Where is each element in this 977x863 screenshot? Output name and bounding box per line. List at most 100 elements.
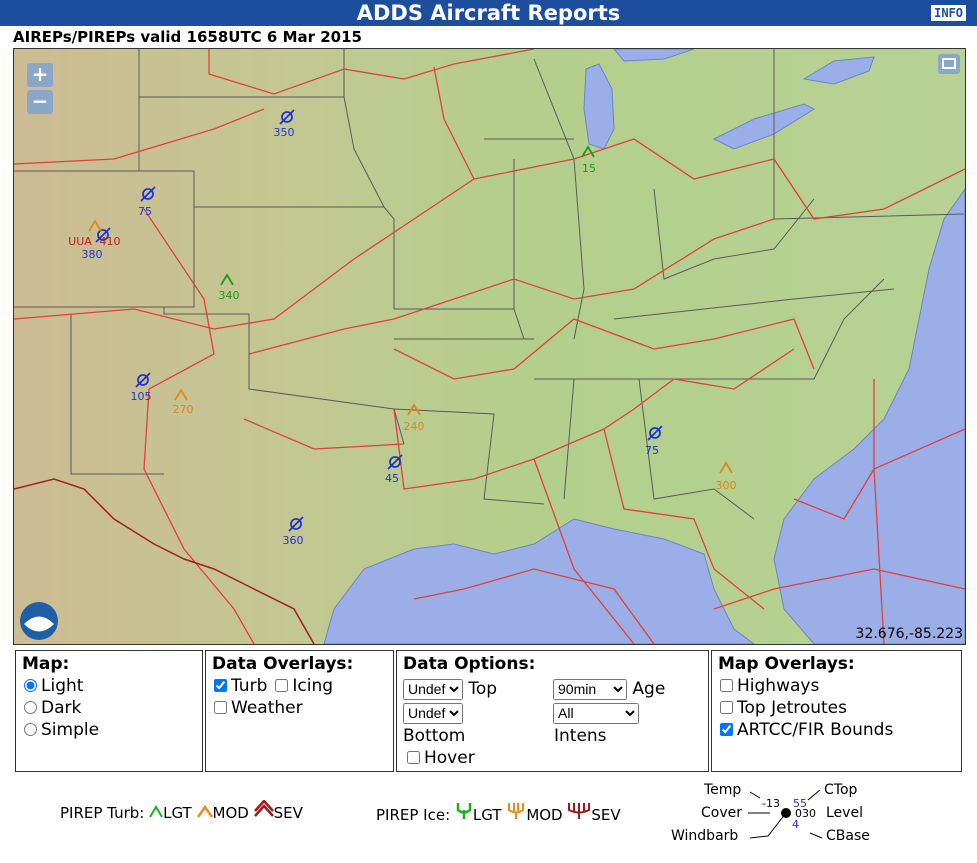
checkbox-label: Top Jetroutes <box>737 698 848 718</box>
page-title: ADDS Aircraft Reports <box>356 1 621 25</box>
overlay-options: Turb Icing Weather <box>212 675 387 719</box>
ice-symbol <box>137 374 149 386</box>
report-label: 410 <box>100 235 121 248</box>
checkbox[interactable] <box>214 679 227 692</box>
station-label: Windbarb <box>671 828 739 844</box>
label: Bottom <box>403 726 466 746</box>
checkbox-label: Icing <box>292 676 334 696</box>
ice-symbol <box>649 427 661 439</box>
station-value: 030 <box>795 807 816 820</box>
radio[interactable] <box>24 723 37 736</box>
icon <box>456 803 472 819</box>
ice-symbol-slash <box>647 425 663 441</box>
radio[interactable] <box>24 701 37 714</box>
checkbox[interactable] <box>720 723 733 736</box>
label: Intens <box>554 726 607 746</box>
report-label: 300 <box>716 479 737 492</box>
zoom-out[interactable]: − <box>27 90 53 114</box>
station-model <box>748 789 823 839</box>
ice-symbol <box>281 111 293 123</box>
bottom-select-row: Undef <box>403 702 463 724</box>
panel-title: Map Overlays: <box>718 654 855 674</box>
checkbox-label: Turb <box>231 676 268 696</box>
map-options: Light Dark Simple <box>22 675 196 741</box>
legend-level: MOD <box>212 804 249 822</box>
turb-symbol <box>407 403 421 416</box>
age-row: 90min Age <box>553 678 665 700</box>
coordinates: 32.676,-85.223 <box>855 626 963 642</box>
icon <box>253 799 274 817</box>
icon <box>568 803 591 819</box>
top-select[interactable]: Undef <box>403 678 463 700</box>
ice-symbol-slash <box>135 372 151 388</box>
intens-select[interactable]: All <box>553 702 639 724</box>
ice-symbol <box>97 229 109 241</box>
layer-switch[interactable] <box>938 54 960 74</box>
legend-label: PIREP Turb: <box>60 804 145 822</box>
turb-symbol <box>88 219 102 232</box>
radio-row: Light <box>22 675 196 697</box>
radio-row: Simple <box>22 719 196 741</box>
bottom-select[interactable]: Undef <box>403 702 463 724</box>
top-row: Undef Top <box>403 678 497 700</box>
icon <box>196 804 213 818</box>
checkbox-row: Icing <box>273 676 333 696</box>
map-overlays-panel: Map Overlays: Highways Top Jetroutes ARTCC/… <box>711 650 962 772</box>
water <box>323 49 965 644</box>
report-label: 240 <box>404 420 425 433</box>
ice-symbol <box>389 456 401 468</box>
checkbox-row: Top Jetroutes <box>718 697 955 719</box>
label: Top <box>468 679 498 699</box>
label: Hover <box>424 748 475 768</box>
station-dot <box>781 808 791 818</box>
ice-symbol-slash <box>288 516 304 532</box>
legend-level: MOD <box>526 806 563 824</box>
map[interactable]: 350 75 UUA 410 380 340 15 105 270 240 45 360 75 300 <box>13 48 966 645</box>
state-lines <box>14 49 965 520</box>
turb-symbol <box>719 461 733 474</box>
checkbox[interactable] <box>275 679 289 692</box>
checkbox-row: ARTCC/FIR Bounds <box>718 719 955 741</box>
checkbox[interactable] <box>407 751 420 764</box>
subtitle: AIREPs/PIREPs valid 1658UTC 6 Mar 2015 <box>13 28 362 46</box>
artcc-bounds <box>14 49 965 644</box>
radio-label: Simple <box>41 720 100 740</box>
station-value: 4 <box>792 818 799 831</box>
turb-symbol <box>581 145 595 158</box>
report-label: 350 <box>274 126 295 139</box>
zoom-in[interactable]: + <box>27 63 53 87</box>
checkbox[interactable] <box>720 679 733 692</box>
map-panel: Map: Light Dark Simple <box>15 650 203 772</box>
age-select[interactable]: 90min <box>553 678 627 700</box>
legend-ice: PIREP Ice: LGT MOD SEV <box>376 800 621 824</box>
info-button[interactable]: INFO <box>930 4 967 22</box>
turb-symbol <box>174 388 188 401</box>
checkbox-label: Weather <box>231 698 303 718</box>
checkbox[interactable] <box>214 701 227 714</box>
legend-level: SEV <box>591 806 621 824</box>
station-label: Level <box>826 805 863 821</box>
turb-symbol <box>220 273 234 286</box>
data-overlays-panel: Data Overlays: Turb Icing Weather <box>205 650 394 772</box>
panel-title: Data Options: <box>403 654 536 674</box>
panel-title: Map: <box>22 654 70 674</box>
radio[interactable] <box>24 679 37 692</box>
hover-row: Hover <box>405 747 475 769</box>
checkbox[interactable] <box>720 701 733 714</box>
station-label: Cover <box>701 805 742 821</box>
icon <box>508 803 525 819</box>
report-label: 45 <box>385 472 399 485</box>
radio-label: Dark <box>41 698 82 718</box>
checkbox-label: Highways <box>737 676 820 696</box>
report-label: 270 <box>173 403 194 416</box>
legend-label: PIREP Ice: <box>376 806 451 824</box>
data-options-panel: Data Options: Undef Top 90min Age Undef … <box>396 650 709 772</box>
report-label: 340 <box>219 289 240 302</box>
legend-level: LGT <box>163 804 192 822</box>
ice-symbol <box>142 188 154 200</box>
label: Age <box>632 679 666 699</box>
